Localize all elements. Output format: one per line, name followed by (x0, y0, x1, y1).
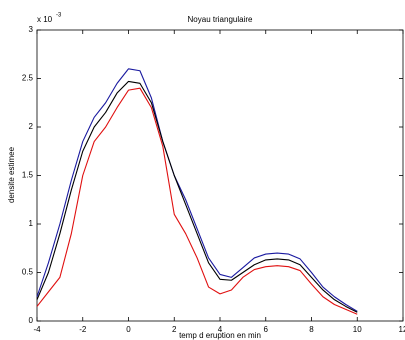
chart-title: Noyau triangulaire (188, 15, 253, 24)
y-tick-label: 3 (29, 25, 34, 34)
line-series (36, 68, 358, 312)
y-tick-label: 0.5 (22, 268, 34, 277)
x-tick-label: 0 (126, 325, 131, 334)
y-multiplier: x 10 (37, 15, 53, 24)
x-tick-label: 12 (399, 325, 405, 334)
x-tick-label: -2 (79, 325, 87, 334)
y-tick-label: 1.5 (22, 171, 34, 180)
y-tick-label: 0 (29, 316, 34, 325)
x-tick-label: 10 (353, 325, 362, 334)
x-tick-label: 4 (218, 325, 223, 334)
y-tick-label: 1 (29, 219, 34, 228)
x-tick-label: 8 (309, 325, 314, 334)
y-tick-label: 2 (29, 122, 34, 131)
x-tick-label: -4 (33, 325, 41, 334)
y-exponent: -3 (56, 13, 62, 19)
y-tick-label: 2.5 (22, 74, 34, 83)
y-axis-label: densite estimee (7, 146, 16, 203)
x-axis-label: temp d eruption en min (179, 331, 261, 340)
line-series (36, 87, 358, 315)
x-tick-label: 2 (172, 325, 177, 334)
line-series (36, 80, 358, 313)
x-tick-label: 6 (264, 325, 269, 334)
